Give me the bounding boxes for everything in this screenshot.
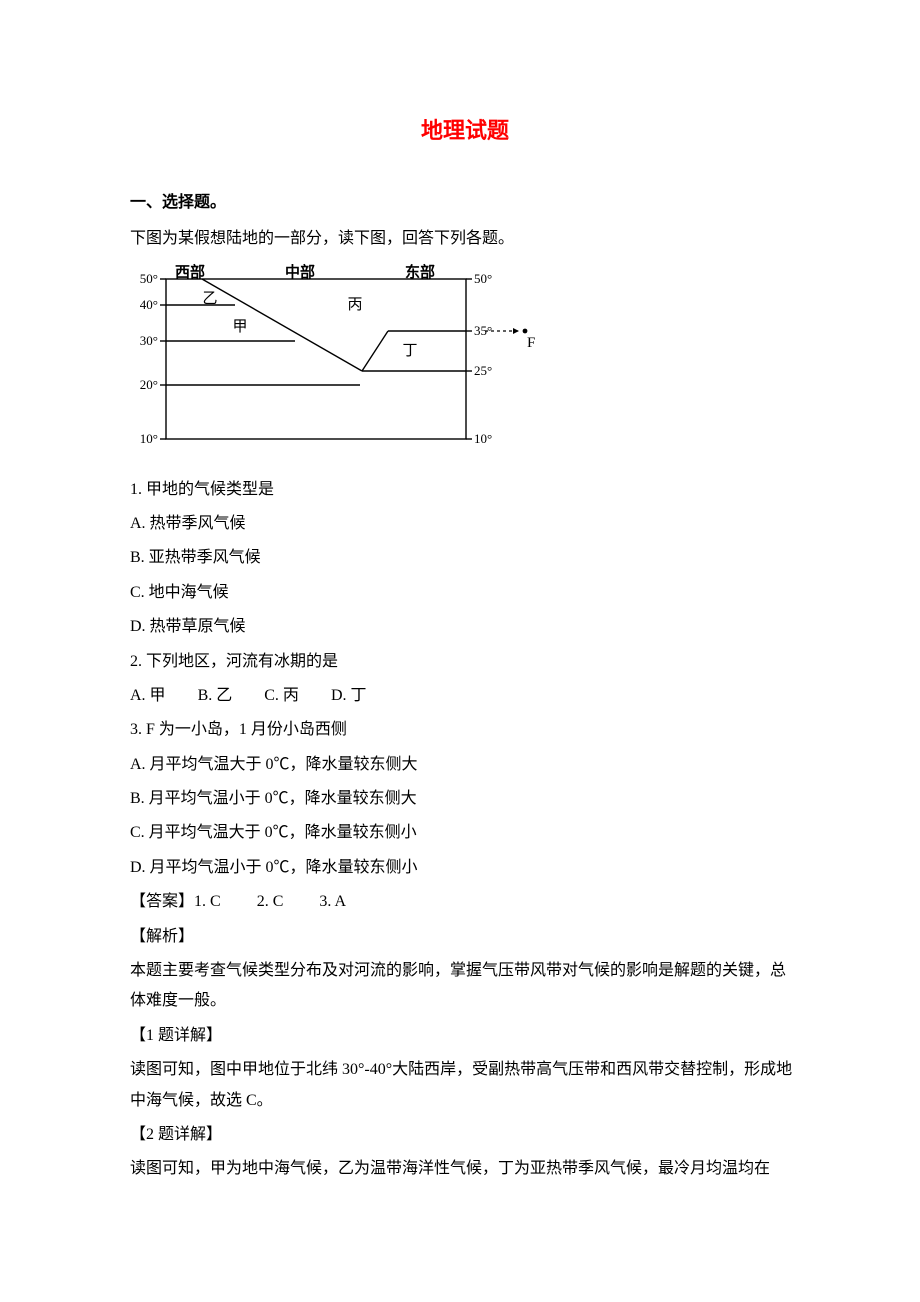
detail2-head: 【2 题详解】 — [130, 1120, 800, 1150]
q3-option-b: B. 月平均气温小于 0℃，降水量较东侧大 — [130, 784, 800, 814]
q2-option-d: D. 丁 — [331, 687, 367, 704]
diagram-container: 50° 40° 30° 20° 10° 50° 35° 25° 10° 西部 中部 东部乙甲 丙丁 F — [130, 263, 800, 463]
q3-option-c: C. 月平均气温大于 0℃，降水量较东侧小 — [130, 818, 800, 848]
answers-line: 【答案】1. C 2. C 3. A — [130, 887, 800, 917]
svg-text:35°: 35° — [474, 323, 492, 338]
svg-text:20°: 20° — [140, 377, 158, 392]
q2-stem: 2. 下列地区，河流有冰期的是 — [130, 647, 800, 677]
section-heading: 一、选择题。 — [130, 188, 800, 218]
svg-text:东部: 东部 — [405, 263, 435, 281]
svg-text:乙: 乙 — [202, 291, 217, 307]
svg-text:25°: 25° — [474, 363, 492, 378]
svg-text:30°: 30° — [140, 333, 158, 348]
q1-option-b: B. 亚热带季风气候 — [130, 543, 800, 573]
q1-stem: 1. 甲地的气候类型是 — [130, 475, 800, 505]
landmass-diagram: 50° 40° 30° 20° 10° 50° 35° 25° 10° 西部 中部 东部乙甲 丙丁 F — [130, 263, 550, 463]
analysis-head: 【解析】 — [130, 922, 800, 952]
q1-option-a: A. 热带季风气候 — [130, 509, 800, 539]
svg-text:10°: 10° — [140, 431, 158, 446]
q1-option-d: D. 热带草原气候 — [130, 612, 800, 642]
svg-text:50°: 50° — [140, 271, 158, 286]
svg-text:丙: 丙 — [347, 297, 362, 313]
q2-option-a: A. 甲 — [130, 687, 166, 704]
svg-text:丁: 丁 — [402, 343, 417, 359]
q3-option-a: A. 月平均气温大于 0℃，降水量较东侧大 — [130, 750, 800, 780]
detail1-head: 【1 题详解】 — [130, 1021, 800, 1051]
q1-option-c: C. 地中海气候 — [130, 578, 800, 608]
q3-option-d: D. 月平均气温小于 0℃，降水量较东侧小 — [130, 853, 800, 883]
intro-text: 下图为某假想陆地的一部分，读下图，回答下列各题。 — [130, 224, 800, 254]
svg-text:50°: 50° — [474, 271, 492, 286]
q3-stem: 3. F 为一小岛，1 月份小岛西侧 — [130, 715, 800, 745]
answer-3: 3. A — [319, 893, 346, 910]
answer-1: 1. C — [194, 893, 221, 910]
svg-text:西部: 西部 — [175, 263, 205, 281]
svg-text:甲: 甲 — [232, 319, 247, 335]
svg-text:F: F — [527, 335, 535, 351]
page-title: 地理试题 — [130, 110, 800, 152]
detail2-body: 读图可知，甲为地中海气候，乙为温带海洋性气候，丁为亚热带季风气候，最冷月均温均在 — [130, 1154, 800, 1184]
svg-text:中部: 中部 — [285, 263, 315, 281]
analysis-overview: 本题主要考查气候类型分布及对河流的影响，掌握气压带风带对气候的影响是解题的关键，… — [130, 956, 800, 1017]
q2-option-b: B. 乙 — [198, 687, 233, 704]
svg-text:10°: 10° — [474, 431, 492, 446]
q2-options: A. 甲 B. 乙 C. 丙 D. 丁 — [130, 681, 800, 711]
q2-option-c: C. 丙 — [264, 687, 299, 704]
answers-label: 【答案】 — [130, 893, 194, 910]
detail1-body: 读图可知，图中甲地位于北纬 30°-40°大陆西岸，受副热带高气压带和西风带交替… — [130, 1055, 800, 1116]
answer-2: 2. C — [257, 893, 284, 910]
svg-text:40°: 40° — [140, 297, 158, 312]
